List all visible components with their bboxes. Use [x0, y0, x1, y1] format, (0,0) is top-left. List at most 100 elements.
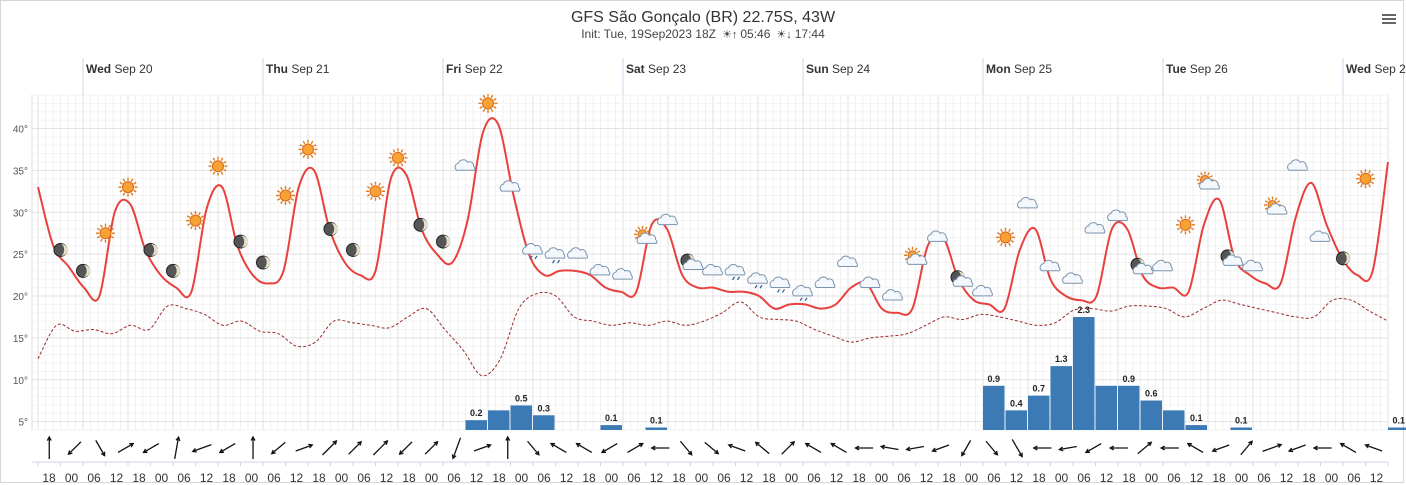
hour-label: 18 — [582, 471, 596, 485]
wind-head — [600, 448, 607, 454]
wind-arrow — [348, 440, 363, 455]
moon-crescent — [151, 243, 158, 256]
hour-label: 00 — [65, 471, 79, 485]
cloud-shape — [702, 263, 723, 276]
sun-ray — [637, 226, 641, 230]
precip-label: 0.4 — [1010, 398, 1023, 408]
wind-arrow — [451, 437, 462, 460]
wind-shaft — [679, 440, 693, 456]
cloud-rain-icon — [769, 276, 791, 293]
cloud-icon — [1242, 259, 1263, 272]
sun-ray — [280, 186, 283, 191]
sun-ray — [96, 227, 101, 231]
precip-label: 0.3 — [537, 403, 550, 413]
cloud-icon — [454, 159, 476, 171]
moon-icon — [413, 217, 428, 232]
wind-arrow — [505, 435, 511, 459]
wind-head — [534, 450, 540, 456]
hour-label: 00 — [965, 471, 979, 485]
sun-ray — [1010, 232, 1015, 235]
sun-ray — [1370, 181, 1375, 185]
wind-shaft — [1059, 445, 1077, 451]
cloud-rain-icon — [522, 243, 543, 260]
precip-label: 0.2 — [470, 408, 483, 418]
sun-ray — [302, 154, 306, 159]
hour-label: 18 — [402, 471, 416, 485]
wind-arrow — [679, 440, 693, 456]
precip-series: 0.2 0.5 0.3 0.1 0.1 0.9 0.4 0.7 1.3 2.3 0.9 0.6 0.1 0… — [465, 305, 1406, 430]
cloud-shape — [1287, 159, 1308, 171]
day-label-date: Sep 23 — [645, 62, 687, 76]
sun-ray — [1360, 184, 1363, 188]
chart-menu-button[interactable] — [1382, 12, 1396, 24]
sun-ray — [493, 106, 497, 109]
wind-arrow — [321, 440, 338, 456]
cloud-shape — [522, 243, 543, 255]
wind-shaft — [704, 441, 719, 455]
sun-ray — [190, 212, 193, 216]
day-label: Thu Sep 21 — [266, 62, 330, 76]
sun-ray — [493, 98, 497, 101]
sun-ray — [200, 223, 205, 226]
sun-ray — [96, 235, 101, 239]
wind-arrow — [1137, 441, 1153, 455]
sunrise-icon: ☀↑ — [721, 29, 738, 41]
hour-label: 06 — [87, 471, 101, 485]
wind-arrow — [985, 440, 999, 456]
sun-ray — [1176, 227, 1181, 231]
wind-arrow — [781, 440, 796, 455]
cloud-icon — [612, 268, 633, 280]
day-label-dow: Thu — [266, 62, 288, 76]
sun-ray — [212, 157, 216, 161]
cloud-shape — [612, 268, 633, 280]
sun-ray — [403, 160, 407, 164]
sun-ray — [490, 94, 494, 99]
cloud-shape — [724, 263, 746, 276]
rain-drop — [777, 289, 780, 293]
cloud-shape — [1266, 203, 1288, 215]
precip-bar — [1028, 395, 1050, 430]
precip-bar — [983, 385, 1005, 430]
cloud-shape — [1199, 178, 1220, 190]
hour-label: 06 — [987, 471, 1001, 485]
hour-label: 12 — [740, 471, 754, 485]
sun-ray — [130, 178, 134, 182]
cloud-shape — [906, 253, 928, 265]
wind-shaft — [961, 440, 972, 456]
wind-arrow — [117, 442, 135, 453]
wind-head — [129, 442, 135, 448]
wind-shaft — [219, 443, 236, 453]
sun-icon — [996, 227, 1015, 247]
wind-arrow — [830, 442, 847, 453]
sun-ray — [133, 189, 137, 193]
cloud-shape — [972, 284, 993, 297]
sun-ray — [380, 185, 385, 189]
precip-bar — [1050, 366, 1072, 430]
moon-icon — [166, 263, 180, 278]
wind-shaft — [1137, 441, 1152, 455]
wind-shaft — [192, 444, 212, 452]
sun-icon — [298, 139, 318, 159]
hour-label: 12 — [830, 471, 844, 485]
cloud-icon — [1152, 259, 1173, 272]
precip-bar — [510, 405, 532, 430]
day-label: Wed Sep 20 — [86, 62, 153, 76]
hour-label: 18 — [942, 471, 956, 485]
wind-head — [575, 442, 581, 448]
rain-drop — [799, 297, 803, 302]
wind-head — [1159, 445, 1166, 451]
sun-ray — [290, 190, 295, 193]
cloud-shape — [1017, 196, 1038, 209]
hour-label: 00 — [695, 471, 709, 485]
cloud-shape — [589, 263, 611, 276]
wind-shaft — [452, 437, 462, 459]
chart-subtitle: Init: Tue, 19Sep2023 18Z ☀↑ 05:46 ☀↓ 17:44 — [0, 27, 1406, 41]
temperature-line — [37, 117, 1389, 316]
hour-label: 18 — [132, 471, 146, 485]
sun-ray — [1197, 175, 1201, 178]
precip-label: 0.7 — [1032, 384, 1045, 394]
cloud-icon — [1287, 159, 1308, 171]
sun-ray — [288, 200, 291, 205]
wind-shaft — [372, 440, 388, 456]
wind-arrow — [1364, 443, 1383, 452]
